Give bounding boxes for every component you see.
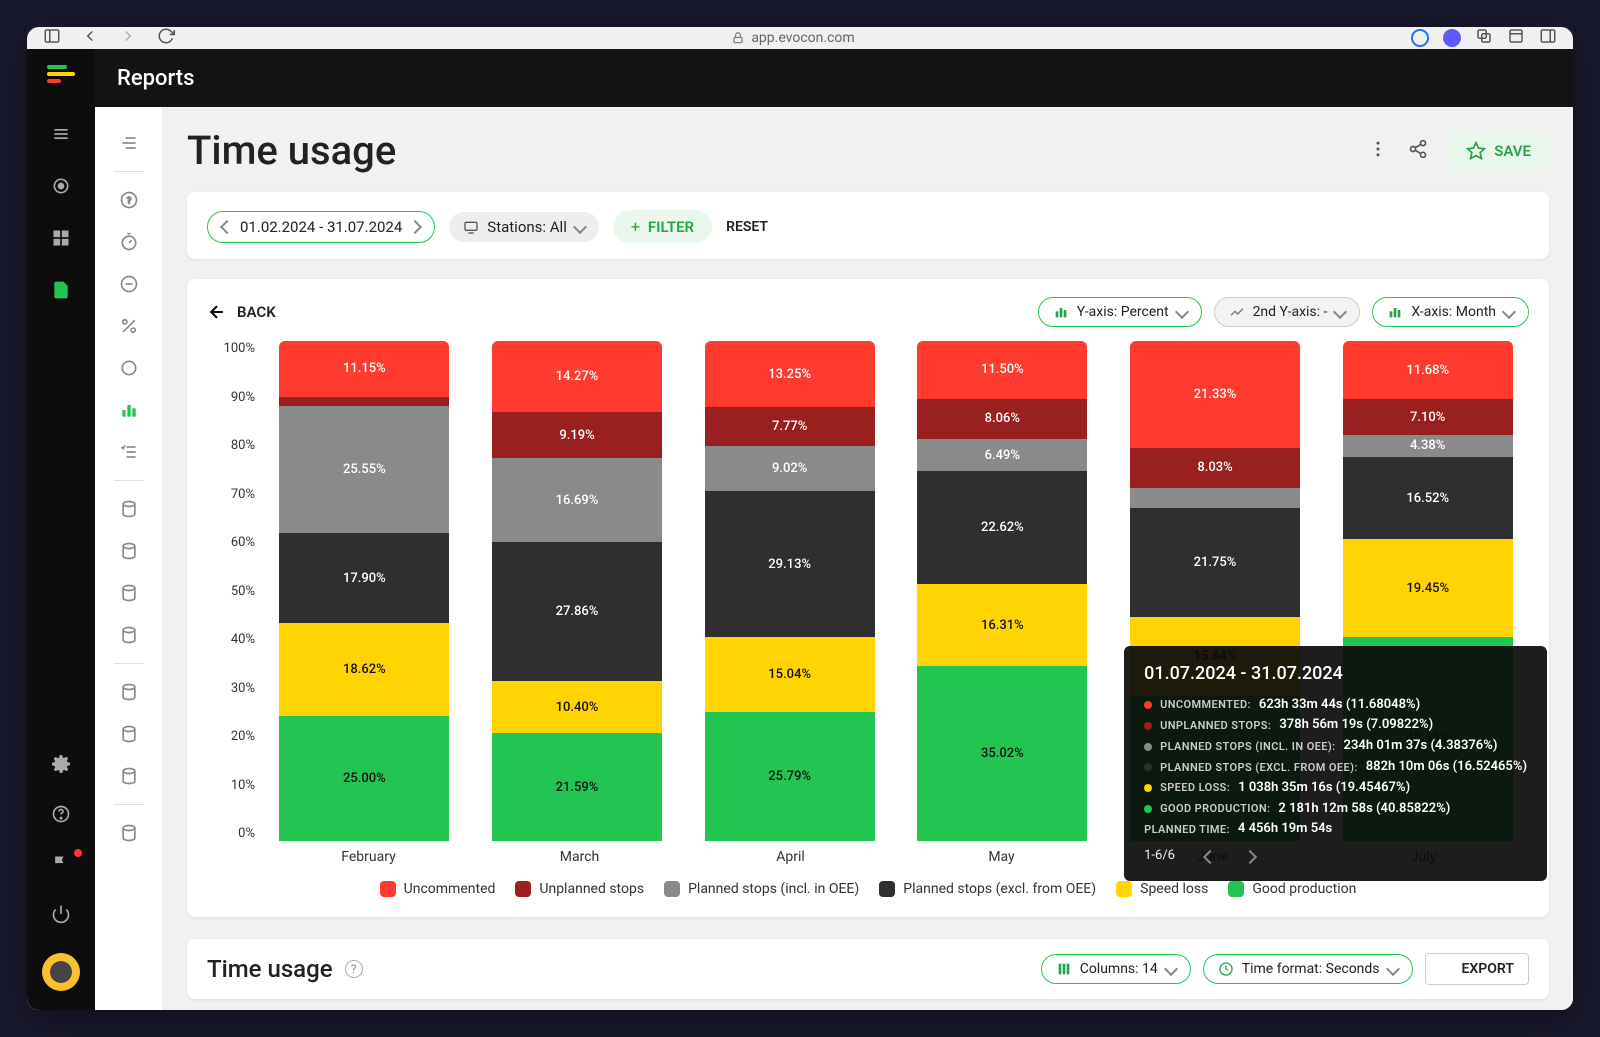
legend-item[interactable]: Unplanned stops (515, 881, 644, 897)
nav-shift-icon[interactable] (50, 123, 72, 145)
stations-chip[interactable]: Stations: All (449, 212, 599, 242)
table-section-header: Time usage ? Columns: 14 Time format: Se… (187, 939, 1549, 999)
nav-dashboard-icon[interactable] (50, 227, 72, 249)
reset-button[interactable]: RESET (726, 219, 768, 235)
page-title: Time usage (187, 127, 1368, 174)
tooltip-pager: 1-6/6 (1144, 846, 1175, 867)
extension-icon[interactable] (1411, 29, 1429, 47)
back-button[interactable]: BACK (207, 302, 276, 322)
chart-bar[interactable]: 35.02%16.31%22.62%6.49%8.06%11.50% (917, 341, 1087, 841)
columns-selector[interactable]: Columns: 14 (1041, 954, 1191, 984)
strip-db5-icon[interactable] (111, 674, 147, 710)
strip-checklist-icon[interactable] (111, 434, 147, 470)
svg-text:?: ? (126, 196, 130, 206)
section-header: Reports (95, 49, 1573, 107)
chart-bar[interactable]: 25.00%18.62%17.90%25.55%11.15% (279, 341, 449, 841)
legend-item[interactable]: Uncommented (380, 881, 496, 897)
strip-percent-icon[interactable] (111, 308, 147, 344)
strip-minus-circle-icon[interactable] (111, 266, 147, 302)
app-nav-rail (27, 49, 95, 1010)
export-button[interactable]: EXPORT (1425, 953, 1529, 985)
y2-axis-selector[interactable]: 2nd Y-axis: - (1214, 297, 1361, 327)
strip-db1-icon[interactable] (111, 491, 147, 527)
y-axis-selector[interactable]: Y-axis: Percent (1038, 297, 1202, 327)
date-range-chip[interactable]: 01.02.2024 - 31.07.2024 (207, 211, 435, 243)
nav-settings-icon[interactable] (50, 753, 72, 775)
table-title: Time usage (207, 955, 333, 983)
strip-db2-icon[interactable] (111, 533, 147, 569)
strip-help-icon[interactable]: ? (111, 182, 147, 218)
sidebar-toggle-icon[interactable] (43, 27, 61, 49)
section-title: Reports (117, 66, 194, 91)
legend-item[interactable]: Speed loss (1116, 881, 1208, 897)
nav-help-icon[interactable] (50, 803, 72, 825)
share-icon[interactable] (1408, 139, 1428, 163)
strip-bars-icon[interactable] (111, 392, 147, 428)
report-icon-strip: ? (95, 107, 163, 1010)
strip-db6-icon[interactable] (111, 716, 147, 752)
save-button[interactable]: SAVE (1448, 133, 1549, 169)
app-logo[interactable] (47, 65, 75, 83)
user-avatar[interactable] (42, 953, 80, 991)
legend-item[interactable]: Planned stops (incl. in OEE) (664, 881, 859, 897)
time-format-selector[interactable]: Time format: Seconds (1203, 954, 1413, 984)
strip-db8-icon[interactable] (111, 815, 147, 851)
star-icon (1466, 141, 1486, 161)
nav-reports-icon[interactable] (50, 279, 72, 301)
more-icon[interactable] (1368, 139, 1388, 163)
nav-record-icon[interactable] (50, 175, 72, 197)
browser-url[interactable]: app.evocon.com (191, 30, 1395, 46)
nav-flag-icon[interactable] (50, 853, 72, 875)
panel-icon[interactable] (1539, 27, 1557, 49)
tabs-icon[interactable] (1507, 27, 1525, 49)
help-icon[interactable]: ? (345, 960, 363, 978)
strip-db7-icon[interactable] (111, 758, 147, 794)
x-axis-label: April (685, 841, 896, 865)
browser-forward-icon[interactable] (119, 27, 137, 49)
x-axis-label: May (896, 841, 1107, 865)
strip-stopwatch-icon[interactable] (111, 224, 147, 260)
strip-indent-icon[interactable] (111, 125, 147, 161)
pager-prev-icon[interactable] (1203, 850, 1217, 864)
browser-toolbar: app.evocon.com (27, 27, 1573, 49)
strip-circle-icon[interactable] (111, 350, 147, 386)
x-axis-label: March (474, 841, 685, 865)
browser-back-icon[interactable] (81, 27, 99, 49)
x-axis-selector[interactable]: X-axis: Month (1372, 297, 1529, 327)
chart-tooltip: 01.07.2024 - 31.07.2024 UNCOMMENTED: 623… (1124, 646, 1547, 881)
legend-item[interactable]: Good production (1228, 881, 1356, 897)
chart-bar[interactable]: 21.59%10.40%27.86%16.69%9.19%14.27% (492, 341, 662, 841)
nav-power-icon[interactable] (50, 903, 72, 925)
legend-item[interactable]: Planned stops (excl. from OEE) (879, 881, 1096, 897)
x-axis-label: February (263, 841, 474, 865)
filter-button[interactable]: + FILTER (613, 210, 712, 243)
extension-icon[interactable] (1443, 29, 1461, 47)
copy-icon[interactable] (1475, 27, 1493, 49)
pager-next-icon[interactable] (1243, 850, 1257, 864)
browser-reload-icon[interactable] (157, 27, 175, 49)
chart-bar[interactable]: 25.79%15.04%29.13%9.02%7.77%13.25% (705, 341, 875, 841)
strip-db4-icon[interactable] (111, 617, 147, 653)
strip-db3-icon[interactable] (111, 575, 147, 611)
